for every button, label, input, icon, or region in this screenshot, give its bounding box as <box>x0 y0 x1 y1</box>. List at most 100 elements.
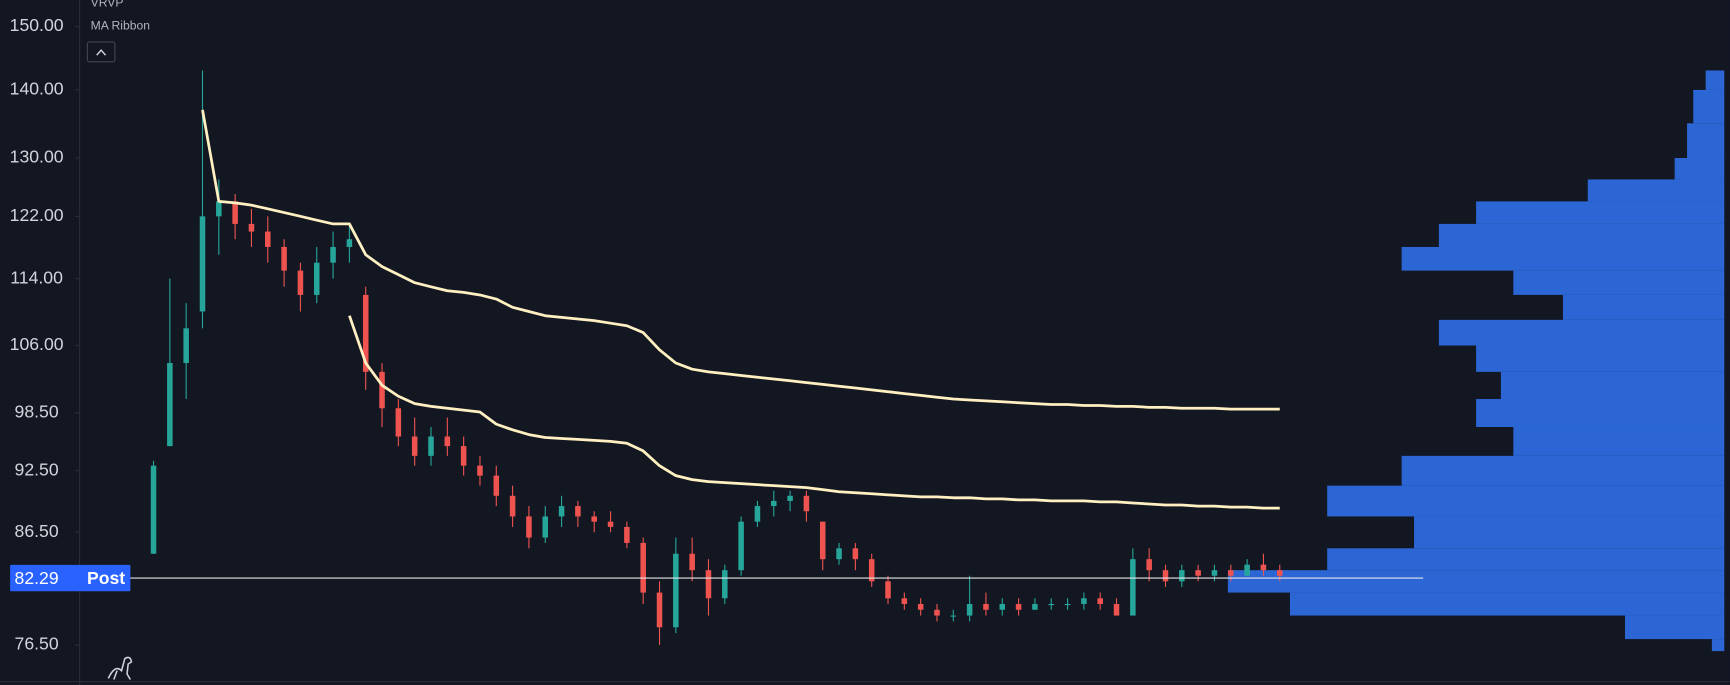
candle-body <box>624 526 630 543</box>
volume-profile-bar <box>1414 516 1725 549</box>
candle-body <box>917 603 924 610</box>
candle-body <box>183 328 189 363</box>
volume-profile-bar <box>1687 123 1725 159</box>
candle-body <box>509 495 516 517</box>
volume-profile-bar <box>1500 371 1725 400</box>
candle-body <box>836 548 842 560</box>
y-tick-label: 150.00 <box>10 15 64 35</box>
candle-body <box>950 615 957 617</box>
volume-profile-bar <box>1625 615 1725 640</box>
candle-body <box>281 246 287 271</box>
candle-body <box>738 521 744 571</box>
candle-body <box>1113 603 1120 616</box>
volume-profile-bar <box>1674 158 1725 180</box>
candle-body <box>150 465 157 554</box>
volume-profile-bar <box>1327 485 1725 517</box>
candle-body <box>722 570 728 599</box>
volume-profile-bar <box>1476 399 1725 427</box>
volume-profile-bar <box>1513 270 1725 295</box>
candle-body <box>1081 598 1087 604</box>
candle-body <box>1146 559 1152 571</box>
candle-body <box>313 262 320 295</box>
candle-body <box>591 516 597 522</box>
volume-profile-bar <box>1438 319 1725 346</box>
candle-body <box>803 495 810 512</box>
candle-body <box>1244 564 1250 576</box>
price-label-box <box>10 564 131 592</box>
candle-body <box>607 521 614 527</box>
y-tick-label: 114.00 <box>10 267 63 287</box>
price-tag: Post <box>87 568 125 588</box>
candle-body <box>1179 570 1185 582</box>
candle-body <box>689 553 695 571</box>
candle-body <box>477 465 483 476</box>
candle-body <box>1162 570 1169 582</box>
candle-body <box>640 542 646 593</box>
candle-body <box>1276 570 1283 576</box>
candle-body <box>1211 570 1218 576</box>
candle-body <box>379 371 385 409</box>
collapse-button[interactable] <box>86 41 116 63</box>
candle-body <box>362 294 369 372</box>
candle-body <box>1048 603 1054 606</box>
y-tick-label: 86.50 <box>15 521 59 541</box>
y-tick-label: 140.00 <box>10 79 64 99</box>
candle-body <box>167 362 173 447</box>
candle-body <box>248 223 255 232</box>
volume-profile-bar <box>1476 201 1725 224</box>
logo-icon <box>107 656 133 680</box>
candle-body <box>346 239 353 247</box>
button-frame[interactable] <box>86 41 116 63</box>
price-label: 82.29 <box>15 568 59 588</box>
candle-body <box>771 500 777 507</box>
indicator-label: VRVP <box>91 0 124 10</box>
volume-profile-bar <box>1562 294 1725 320</box>
candle-body <box>460 446 467 466</box>
candle-body <box>852 548 859 560</box>
candle-body <box>787 495 793 501</box>
y-tick-label: 98.50 <box>15 402 59 422</box>
candle-body <box>934 609 940 616</box>
volume-profile-bar <box>1705 70 1725 90</box>
candle-body <box>575 506 581 517</box>
candle-body <box>297 270 304 295</box>
candle-body <box>1260 564 1267 571</box>
candle-body <box>999 603 1006 610</box>
candle-body <box>493 475 500 496</box>
chevron-icon[interactable] <box>96 49 107 56</box>
ma-line <box>348 315 1280 510</box>
y-tick-label: 106.00 <box>10 334 64 354</box>
volume-profile-bar <box>1711 639 1725 652</box>
candle-body <box>819 521 826 560</box>
candle-body <box>656 592 663 628</box>
volume-profile-bar <box>1401 455 1725 486</box>
candle-body <box>428 436 434 456</box>
candle-body <box>411 436 418 456</box>
candle-body <box>216 201 222 217</box>
candle-body <box>901 598 908 604</box>
volume-profile-bar <box>1227 570 1725 593</box>
candle-body <box>885 581 891 599</box>
volume-profile-bar <box>1289 592 1725 616</box>
y-tick-label: 122.00 <box>10 205 64 225</box>
candle-body <box>983 603 989 610</box>
y-tick-label: 130.00 <box>10 147 64 167</box>
candle-body <box>868 559 875 582</box>
candle-body <box>1064 603 1071 606</box>
candle-body <box>1130 559 1136 616</box>
candle-body <box>1097 598 1103 604</box>
candle-body <box>526 516 532 538</box>
candle-body <box>966 603 973 616</box>
candle-body <box>444 436 451 447</box>
ma-line <box>201 109 1280 411</box>
candle-body <box>1195 570 1201 576</box>
volume-profile-bar <box>1401 246 1725 271</box>
candle-body <box>1228 570 1234 576</box>
candle-body <box>673 553 679 628</box>
candle-body <box>199 216 206 312</box>
volume-profile-bar <box>1513 426 1725 456</box>
volume-profile-bar <box>1438 223 1725 247</box>
y-tick-label: 76.50 <box>15 634 59 654</box>
candle-body <box>558 506 565 517</box>
